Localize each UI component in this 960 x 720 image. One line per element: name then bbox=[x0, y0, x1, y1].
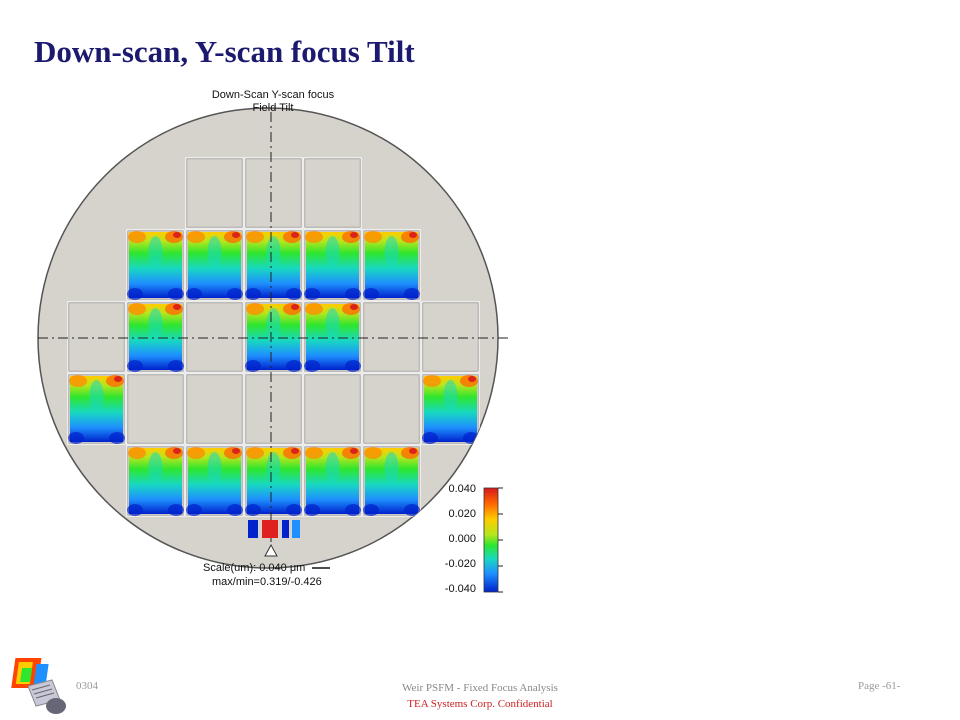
wafer-field bbox=[185, 445, 244, 517]
wafer-field bbox=[244, 445, 303, 517]
wafer-field bbox=[185, 229, 244, 301]
wafer-field bbox=[244, 373, 303, 445]
chart-title-line1: Down-Scan Y-scan focus bbox=[212, 89, 335, 101]
wafer-field bbox=[244, 301, 303, 373]
wafer-map-figure: Down-Scan Y-scan focus Field Tilt Scale(… bbox=[37, 89, 512, 595]
footer-code: 0304 bbox=[76, 680, 98, 692]
wafer-field bbox=[303, 373, 362, 445]
wafer-field bbox=[126, 445, 185, 517]
footer-confidential: TEA Systems Corp. Confidential bbox=[407, 698, 553, 710]
wafer-field bbox=[185, 157, 244, 229]
footer-center: Weir PSFM - Fixed Focus Analysis TEA Sys… bbox=[330, 680, 630, 712]
wafer-field bbox=[303, 229, 362, 301]
wafer-field bbox=[126, 373, 185, 445]
colorbar-tick: 0.040 bbox=[448, 483, 476, 495]
wafer-field bbox=[303, 445, 362, 517]
wafer-field bbox=[362, 301, 421, 373]
colorbar-gradient bbox=[483, 487, 499, 593]
wafer-field bbox=[67, 301, 126, 373]
wafer-field bbox=[126, 229, 185, 301]
colorbar-tick: 0.020 bbox=[448, 508, 476, 520]
footer-page-number: Page -61- bbox=[858, 680, 901, 692]
footer-title: Weir PSFM - Fixed Focus Analysis bbox=[402, 682, 558, 694]
wafer-field bbox=[362, 229, 421, 301]
wafer-field bbox=[185, 373, 244, 445]
wafer-notch-icon bbox=[264, 543, 278, 557]
wafer-field bbox=[421, 373, 480, 445]
scale-label: Scale(um): 0.040 μm bbox=[203, 562, 305, 574]
notch-marker-bars bbox=[248, 520, 300, 538]
wafer-field bbox=[421, 301, 480, 373]
wafer-field bbox=[303, 301, 362, 373]
wafer-field bbox=[303, 157, 362, 229]
slide-title: Down-scan, Y-scan focus Tilt bbox=[34, 34, 415, 69]
wafer-field bbox=[67, 373, 126, 445]
wafer-field bbox=[185, 301, 244, 373]
colorbar-ticks: 0.040 0.020 0.000 -0.020 -0.040 bbox=[445, 483, 476, 595]
maxmin-label: max/min=0.319/-0.426 bbox=[212, 576, 322, 588]
wafer-field bbox=[362, 373, 421, 445]
chart-title-line2: Field Tilt bbox=[253, 102, 294, 114]
colorbar-tick: -0.040 bbox=[445, 583, 476, 595]
wafer-field bbox=[126, 301, 185, 373]
colorbar-tick: -0.020 bbox=[445, 558, 476, 570]
tea-logo-icon bbox=[11, 658, 66, 714]
wafer-field bbox=[244, 229, 303, 301]
wafer-field bbox=[244, 157, 303, 229]
colorbar-tick: 0.000 bbox=[448, 533, 476, 545]
wafer-field bbox=[362, 445, 421, 517]
